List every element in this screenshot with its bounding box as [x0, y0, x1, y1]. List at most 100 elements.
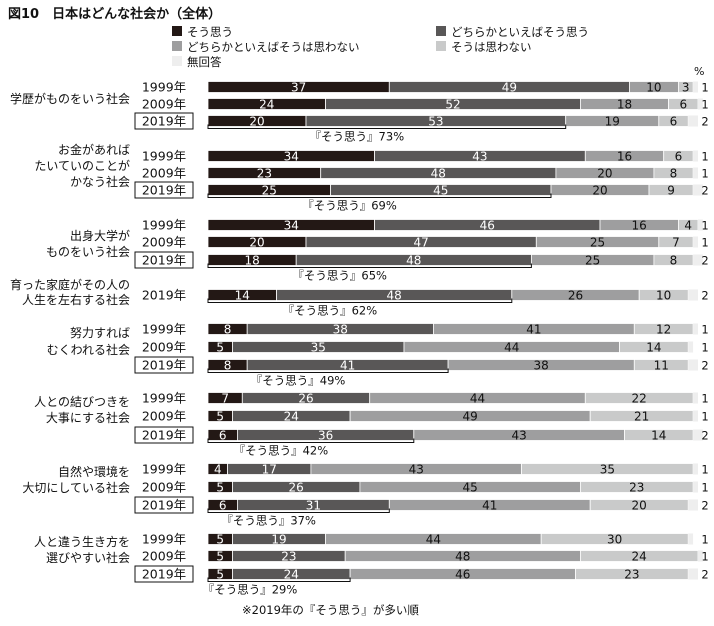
data-label-no-answer: 2 [701, 115, 708, 129]
year-2019-frame [134, 356, 194, 374]
data-label: 41 [340, 359, 355, 373]
category-label: 人と違う生き方を [34, 534, 130, 549]
category-label: 選びやすい社会 [46, 550, 130, 565]
data-label-no-answer: 1 [701, 323, 708, 337]
data-label: 23 [629, 481, 644, 495]
year-label: 2019年 [142, 288, 186, 303]
category-label: 大事にする社会 [46, 410, 130, 425]
year-label: 2019年 [142, 183, 186, 198]
bar-segment-no-answer [698, 219, 703, 231]
data-label: 52 [445, 98, 460, 112]
bar-segment-no-answer [693, 236, 698, 248]
data-label: 48 [406, 254, 421, 268]
data-label: 23 [624, 568, 639, 582]
data-label: 43 [512, 429, 527, 443]
summary-bracket [207, 368, 449, 373]
bar-segment-no-answer [698, 550, 703, 562]
summary-label: 『そう思う』29% [203, 583, 298, 597]
data-label-no-answer: 1 [701, 410, 708, 424]
summary-label: 『そう思う』62% [283, 304, 378, 318]
data-label: 30 [607, 533, 622, 547]
data-label: 8 [224, 323, 232, 337]
bar-segment-no-answer [688, 499, 698, 511]
data-label: 35 [311, 341, 326, 355]
data-label: 6 [675, 150, 683, 164]
data-label: 46 [455, 568, 470, 582]
data-label: 20 [632, 499, 647, 513]
summary-label: 『そう思う』69% [302, 199, 397, 213]
footnote: ※2019年の『そう思う』が多い順 [242, 603, 419, 617]
data-label-no-answer: 1 [701, 150, 708, 164]
data-label: 25 [585, 254, 600, 268]
bar-segment-no-answer [693, 81, 698, 93]
year-label: 2009年 [142, 340, 186, 355]
bar-segment-no-answer [693, 463, 698, 475]
data-label: 24 [632, 550, 647, 564]
data-label: 22 [632, 392, 647, 406]
category-label: 努力すれば [70, 325, 130, 340]
category-label: 自然や環境を [58, 464, 130, 479]
summary-label: 『そう思う』73% [310, 130, 405, 144]
data-label-no-answer: 2 [701, 289, 708, 303]
data-label-no-answer: 1 [701, 463, 708, 477]
data-label: 21 [634, 410, 649, 424]
bar-segment-no-answer [693, 392, 698, 404]
data-label-no-answer: 2 [701, 568, 708, 582]
summary-bracket [207, 298, 513, 303]
year-label: 2009年 [142, 235, 186, 250]
data-label-no-answer: 2 [701, 254, 708, 268]
data-label: 8 [224, 359, 232, 373]
year-label: 2009年 [142, 480, 186, 495]
category-label: 大切にしている社会 [22, 480, 130, 495]
data-label: 44 [426, 533, 441, 547]
data-label: 41 [482, 499, 497, 513]
year-label: 2009年 [142, 166, 186, 181]
data-label: 45 [433, 184, 448, 198]
year-label: 2019年 [142, 253, 186, 268]
data-label: 14 [235, 289, 250, 303]
data-label: 41 [526, 323, 541, 337]
year-2019-frame [134, 112, 194, 130]
data-label: 24 [259, 98, 274, 112]
bar-segment-no-answer [693, 167, 698, 179]
unit-label: % [694, 65, 704, 78]
data-label-no-answer: 1 [701, 481, 708, 495]
legend-label-4: 無回答 [187, 55, 222, 69]
data-label: 7 [221, 392, 229, 406]
year-label: 1999年 [142, 462, 186, 477]
data-label: 38 [333, 323, 348, 337]
bar-segment-no-answer [688, 341, 694, 353]
bar-segment-no-answer [693, 429, 703, 441]
data-label: 5 [216, 550, 224, 564]
year-2019-frame [134, 426, 194, 444]
data-label-no-answer: 1 [701, 81, 708, 95]
data-label: 18 [244, 254, 259, 268]
data-label: 23 [281, 550, 296, 564]
data-label: 5 [216, 341, 224, 355]
summary-label: 『そう思う』65% [292, 269, 387, 283]
data-label: 6 [670, 115, 678, 129]
year-label: 2019年 [142, 114, 186, 129]
data-label: 9 [667, 184, 675, 198]
category-label: ものをいう社会 [46, 244, 130, 259]
data-label: 20 [249, 236, 264, 250]
year-label: 1999年 [142, 322, 186, 337]
category-label: 学歴がものをいう社会 [10, 91, 130, 106]
bar-segment-no-answer [693, 184, 703, 196]
data-label-no-answer: 2 [701, 184, 708, 198]
data-label: 12 [656, 323, 671, 337]
year-2019-frame [134, 496, 194, 514]
category-label: 育った家庭がその人の [10, 277, 130, 292]
data-label: 34 [284, 219, 299, 233]
bar-segment-no-answer [693, 323, 698, 335]
data-label: 46 [480, 219, 495, 233]
summary-bracket [207, 508, 390, 513]
data-label: 5 [216, 481, 224, 495]
year-label: 2019年 [142, 498, 186, 513]
year-label: 2009年 [142, 549, 186, 564]
legend-swatch-4 [172, 56, 182, 66]
chart-title: 図10 日本はどんな社会か（全体） [8, 6, 221, 22]
data-label: 48 [455, 550, 470, 564]
data-label: 6 [219, 499, 227, 513]
data-label-no-answer: 1 [701, 98, 708, 112]
